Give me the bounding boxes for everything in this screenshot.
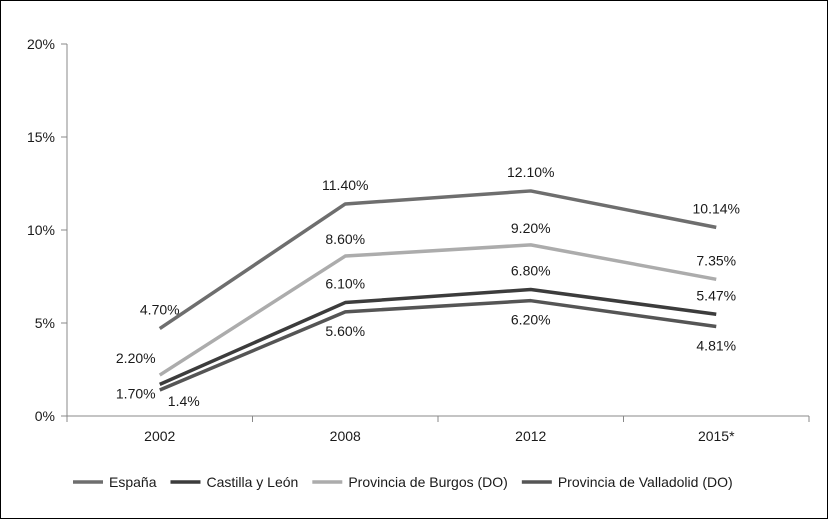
x-tick-label: 2012 xyxy=(515,428,546,444)
series-line-4 xyxy=(159,298,717,392)
data-label: 10.14% xyxy=(693,200,740,216)
y-tick-label: 10% xyxy=(27,222,55,238)
x-axis-ticks: 2002 2008 2012 2015* xyxy=(66,416,810,444)
series-line-1 xyxy=(158,189,717,331)
data-label: 1.70% xyxy=(116,385,156,401)
legend: España Castilla y León Provincia de Burgos… xyxy=(73,474,733,490)
y-tick-label: 0% xyxy=(35,408,55,424)
legend-label: España xyxy=(109,474,157,490)
series-line-2 xyxy=(159,287,717,386)
data-label: 6.80% xyxy=(511,263,551,279)
x-tick-label: 2015* xyxy=(698,428,735,444)
x-tick-label: 2008 xyxy=(330,428,361,444)
axes xyxy=(66,44,809,417)
data-label: 6.20% xyxy=(511,312,551,328)
data-label: 1.4% xyxy=(168,393,200,409)
series-lines xyxy=(158,189,717,392)
data-label: 6.10% xyxy=(325,276,365,292)
data-label: 4.70% xyxy=(140,302,180,318)
series-line-3 xyxy=(158,243,717,377)
data-label: 5.60% xyxy=(325,323,365,339)
data-label: 4.81% xyxy=(696,338,736,354)
data-label: 7.35% xyxy=(696,252,736,268)
y-axis-ticks: 0% 5% 10% 15% 20% xyxy=(27,36,67,424)
y-tick-label: 5% xyxy=(35,315,55,331)
legend-label: Provincia de Burgos (DO) xyxy=(348,474,508,490)
data-labels: 4.70% 11.40% 12.10% 10.14% 1.70% 6.10% 6.80% 5.… xyxy=(116,164,740,409)
y-tick-label: 15% xyxy=(27,129,55,145)
legend-label: Provincia de Valladolid (DO) xyxy=(558,474,733,490)
data-label: 11.40% xyxy=(322,177,368,193)
data-label: 8.60% xyxy=(325,231,365,247)
data-label: 12.10% xyxy=(507,164,554,180)
data-label: 2.20% xyxy=(116,350,156,366)
y-tick-label: 20% xyxy=(27,36,55,52)
legend-label: Castilla y León xyxy=(206,474,298,490)
data-label: 5.47% xyxy=(696,287,736,303)
data-label: 9.20% xyxy=(511,220,551,236)
x-tick-label: 2002 xyxy=(144,428,175,444)
